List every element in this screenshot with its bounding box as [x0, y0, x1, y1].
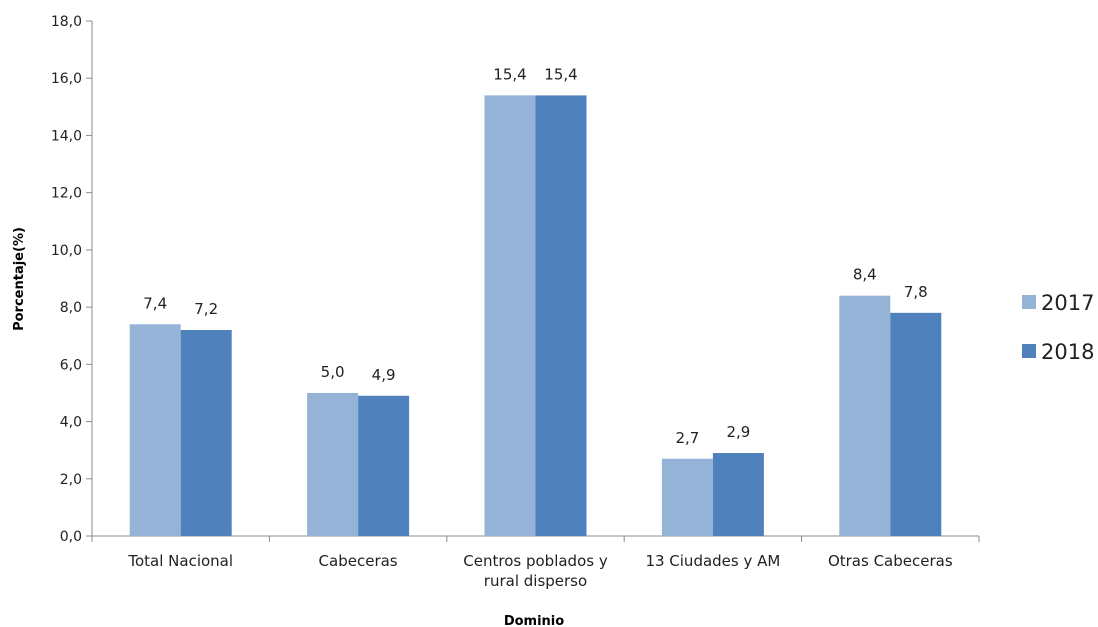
data-label-2018-1: 4,9	[372, 366, 396, 384]
legend-swatch-2017	[1022, 295, 1036, 309]
y-tick-label: 12,0	[51, 186, 82, 202]
y-tick-label: 0,0	[60, 529, 82, 545]
data-label-2018-2: 15,4	[544, 65, 577, 83]
bar-2018-2	[535, 95, 587, 536]
bars	[129, 95, 942, 536]
x-tick-label: Otras Cabeceras	[828, 552, 953, 570]
y-axis: 0,0 2,0 4,0 6,0 8,0 10,0 12,0 14,0 16,0 18,0	[51, 14, 93, 545]
data-label-2018-0: 7,2	[194, 300, 218, 318]
y-tick-label: 4,0	[60, 415, 82, 431]
data-label-2017-2: 15,4	[493, 65, 526, 83]
bar-2018-1	[358, 395, 410, 536]
data-labels: 7,4 5,0 15,4 2,7 8,4 7,2 4,9 15,4 2,9 7,8	[143, 65, 927, 446]
bar-2018-4	[890, 312, 942, 536]
y-tick-label: 10,0	[51, 243, 82, 259]
legend-swatch-2018	[1022, 344, 1036, 358]
legend-label-2017: 2017	[1041, 291, 1094, 315]
bar-2018-3	[712, 453, 764, 536]
bar-2017-1	[307, 392, 359, 536]
data-label-2017-3: 2,7	[675, 429, 699, 447]
legend-label-2018: 2018	[1041, 340, 1094, 364]
y-tick-label: 2,0	[60, 472, 82, 488]
legend: 2017 2018	[1022, 291, 1094, 364]
y-tick-label: 6,0	[60, 357, 82, 373]
bar-2017-0	[129, 324, 181, 536]
y-tick-label: 18,0	[51, 14, 82, 30]
y-tick-label: 14,0	[51, 128, 82, 144]
x-axis-title: Dominio	[504, 614, 564, 627]
bar-2017-3	[661, 458, 713, 536]
data-label-2017-1: 5,0	[321, 363, 345, 381]
x-tick-label: Centros poblados y rural disperso	[463, 552, 608, 590]
data-label-2018-3: 2,9	[726, 423, 750, 441]
y-tick-label: 16,0	[51, 71, 82, 87]
x-tick-label: Total Nacional	[127, 552, 233, 570]
data-label-2018-4: 7,8	[904, 283, 928, 301]
data-label-2017-0: 7,4	[143, 294, 167, 312]
bar-2017-2	[484, 95, 536, 536]
y-tick-label: 8,0	[60, 300, 82, 316]
y-axis-title: Porcentaje(%)	[12, 227, 27, 331]
data-label-2017-4: 8,4	[853, 266, 877, 284]
bar-2018-0	[180, 330, 232, 536]
x-tick-label: Cabeceras	[319, 552, 398, 570]
x-axis: Total Nacional Cabeceras Centros poblados …	[91, 535, 980, 590]
x-tick-label: 13 Ciudades y AM	[645, 552, 780, 570]
bar-2017-4	[839, 295, 891, 536]
